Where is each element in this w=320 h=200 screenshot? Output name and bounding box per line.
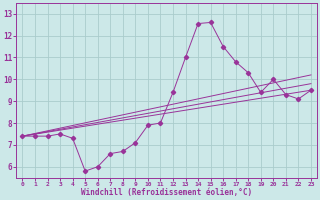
X-axis label: Windchill (Refroidissement éolien,°C): Windchill (Refroidissement éolien,°C) [81, 188, 252, 197]
